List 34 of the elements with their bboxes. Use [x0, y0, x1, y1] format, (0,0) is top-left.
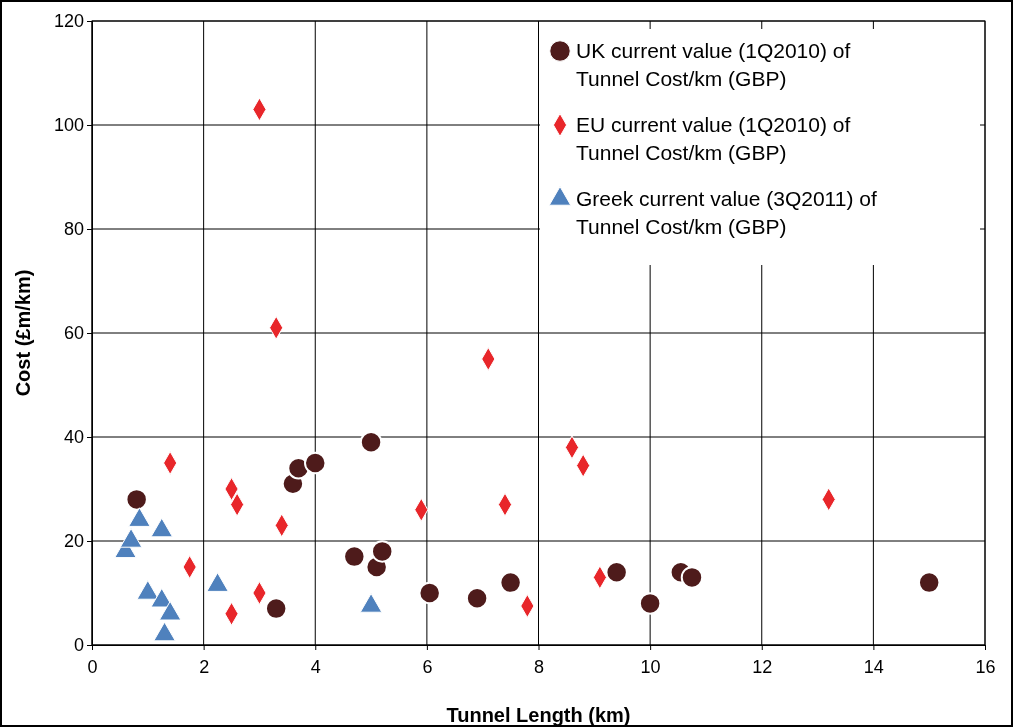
x-axis-title: Tunnel Length (km)	[446, 704, 631, 726]
point	[418, 581, 441, 605]
y-tick-label: 120	[53, 11, 84, 32]
y-tick-label: 0	[73, 635, 84, 656]
x-tick-label: 8	[533, 656, 545, 677]
legend-label: Greek current value (3Q2011) of Tunnel Cost/km (GBP)	[576, 187, 877, 238]
point	[370, 540, 394, 563]
point	[125, 488, 148, 511]
y-tick-label: 20	[63, 531, 84, 552]
point	[680, 566, 704, 589]
point	[343, 545, 366, 568]
point	[465, 586, 489, 610]
y-tick-label: 60	[63, 323, 84, 344]
x-tick-label: 0	[87, 656, 98, 677]
x-tick-label: 14	[863, 656, 884, 677]
point	[638, 592, 662, 615]
x-tick-label: 16	[975, 656, 996, 677]
legend-label: UK current value (1Q2010) of Tunnel Cost/km (GBP)	[576, 39, 851, 90]
x-tick-label: 10	[640, 656, 661, 677]
legend-label: EU current value (1Q2010) of Tunnel Cost/km (GBP)	[576, 113, 851, 164]
x-tick-label: 4	[310, 656, 321, 677]
point	[359, 430, 383, 454]
x-tick-label: 12	[752, 656, 773, 677]
y-axis-title: Cost (£m/km)	[12, 269, 34, 397]
x-tick-label: 2	[199, 656, 210, 677]
y-tick-label: 40	[63, 427, 84, 448]
point	[917, 571, 941, 594]
point	[499, 571, 522, 594]
x-tick-label: 6	[422, 656, 433, 677]
y-tick-label: 80	[63, 219, 84, 240]
point	[605, 560, 628, 584]
point	[304, 451, 327, 475]
y-tick-label: 100	[53, 115, 84, 136]
point	[264, 597, 288, 620]
